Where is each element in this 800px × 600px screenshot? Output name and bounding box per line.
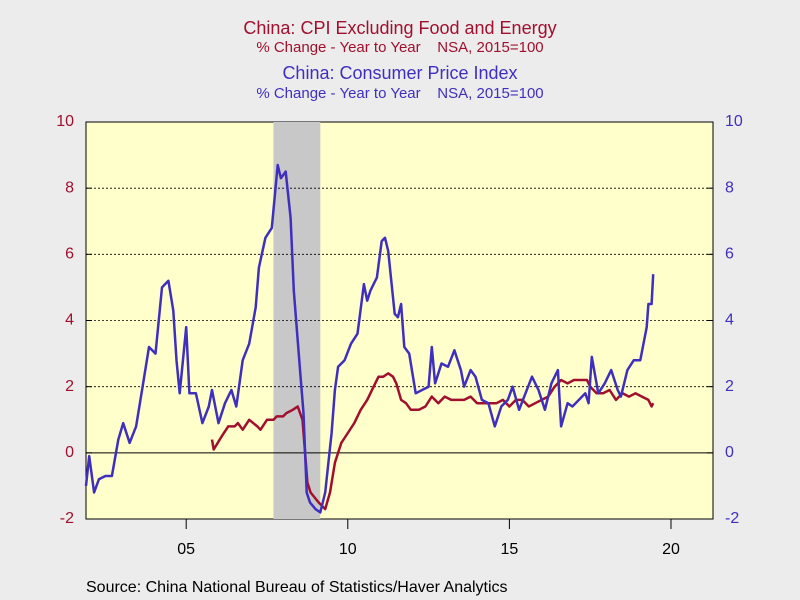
y-tick-label: 8 (65, 179, 74, 196)
y-tick-label: 0 (65, 444, 74, 461)
series-title: China: Consumer Price Index (282, 63, 517, 83)
x-tick-label: 05 (177, 541, 195, 558)
y-tick-label: 6 (65, 246, 74, 263)
y2-tick-label: -2 (725, 510, 739, 527)
y-tick-label: -2 (60, 510, 74, 527)
series-line (210, 372, 655, 511)
y2-tick-label: 10 (725, 113, 743, 130)
y2-tick-label: 8 (725, 179, 734, 196)
y2-tick-label: 0 (725, 444, 734, 461)
y2-tick-label: 4 (725, 312, 734, 329)
source-note: Source: China National Bureau of Statist… (86, 579, 508, 596)
series-subtitle: % Change - Year to Year NSA, 2015=100 (256, 85, 543, 102)
x-tick-label: 10 (339, 541, 357, 558)
y-tick-label: 4 (65, 312, 74, 329)
series-title: China: CPI Excluding Food and Energy (243, 18, 556, 38)
series-subtitle: % Change - Year to Year NSA, 2015=100 (256, 39, 543, 56)
y-tick-label: 2 (65, 378, 74, 395)
y2-tick-label: 2 (725, 378, 734, 395)
y-tick-label: 10 (56, 113, 74, 130)
y2-tick-label: 6 (725, 246, 734, 263)
x-tick-label: 15 (500, 541, 518, 558)
x-tick-label: 20 (662, 541, 680, 558)
plot-layer (84, 121, 713, 529)
series-line (84, 163, 655, 514)
